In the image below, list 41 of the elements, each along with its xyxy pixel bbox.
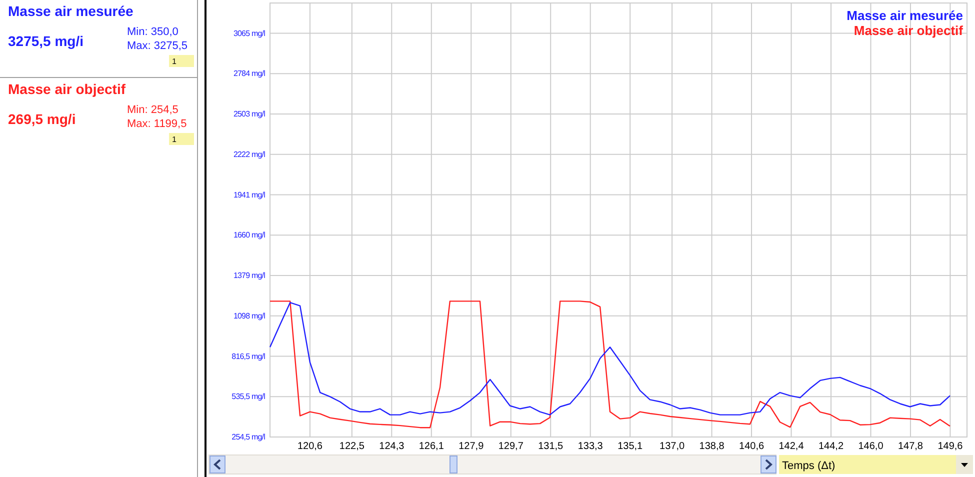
x-tick-label: 140,6	[739, 441, 764, 452]
text: Max: 3275,5	[127, 40, 188, 52]
x-tick-label: 133,3	[578, 441, 604, 452]
text: Masse air mesurée	[846, 8, 963, 23]
text: Max: 1199,5	[127, 118, 187, 130]
x-tick-label: 144,2	[818, 441, 844, 452]
text: 1	[172, 135, 177, 144]
text: Masse air objectif	[854, 23, 964, 38]
y-tick-label: 1941 mg/l	[233, 190, 266, 200]
text: 269,5 mg/i	[8, 111, 76, 127]
x-tick-label: 135,1	[618, 441, 644, 452]
x-tick-label: 137,0	[660, 441, 685, 452]
text: Masse air objectif	[8, 81, 126, 97]
y-tick-label: 816,5 mg/l	[232, 352, 266, 361]
x-tick-label: 138,8	[699, 441, 725, 452]
y-tick-label: 1660 mg/l	[233, 230, 266, 240]
x-axis-title: Temps (Δt)	[782, 460, 836, 472]
text: Min: 350,0	[127, 26, 178, 38]
y-tick-label: 2222 mg/l	[233, 150, 266, 159]
x-tick-label: 127,9	[458, 441, 484, 452]
y-tick-label: 1379 mg/l	[233, 271, 266, 280]
x-tick-label: 124,3	[379, 441, 405, 452]
x-tick-label: 129,7	[498, 441, 524, 452]
text: 3275,5 mg/i	[8, 33, 84, 49]
x-tick-label: 120,6	[297, 441, 323, 452]
text: Min: 254,5	[127, 104, 178, 116]
text: Masse air mesurée	[8, 3, 134, 19]
y-tick-label: 254,5 mg/l	[232, 432, 266, 442]
x-tick-label: 126,1	[418, 441, 444, 452]
x-tick-label: 142,4	[778, 441, 804, 452]
text: 1	[172, 57, 177, 66]
y-tick-label: 3065 mg/l	[233, 28, 266, 38]
y-tick-label: 535,5 mg/l	[232, 392, 266, 402]
x-tick-label: 131,5	[538, 441, 564, 452]
x-tick-label: 147,8	[898, 441, 924, 452]
x-tick-label: 122,5	[339, 441, 365, 452]
y-tick-label: 2784 mg/l	[233, 69, 266, 78]
y-tick-label: 1098 mg/l	[233, 311, 266, 320]
x-tick-label: 149,6	[938, 441, 964, 452]
y-tick-label: 2503 mg/l	[233, 110, 266, 119]
x-tick-label: 146,0	[858, 441, 884, 452]
